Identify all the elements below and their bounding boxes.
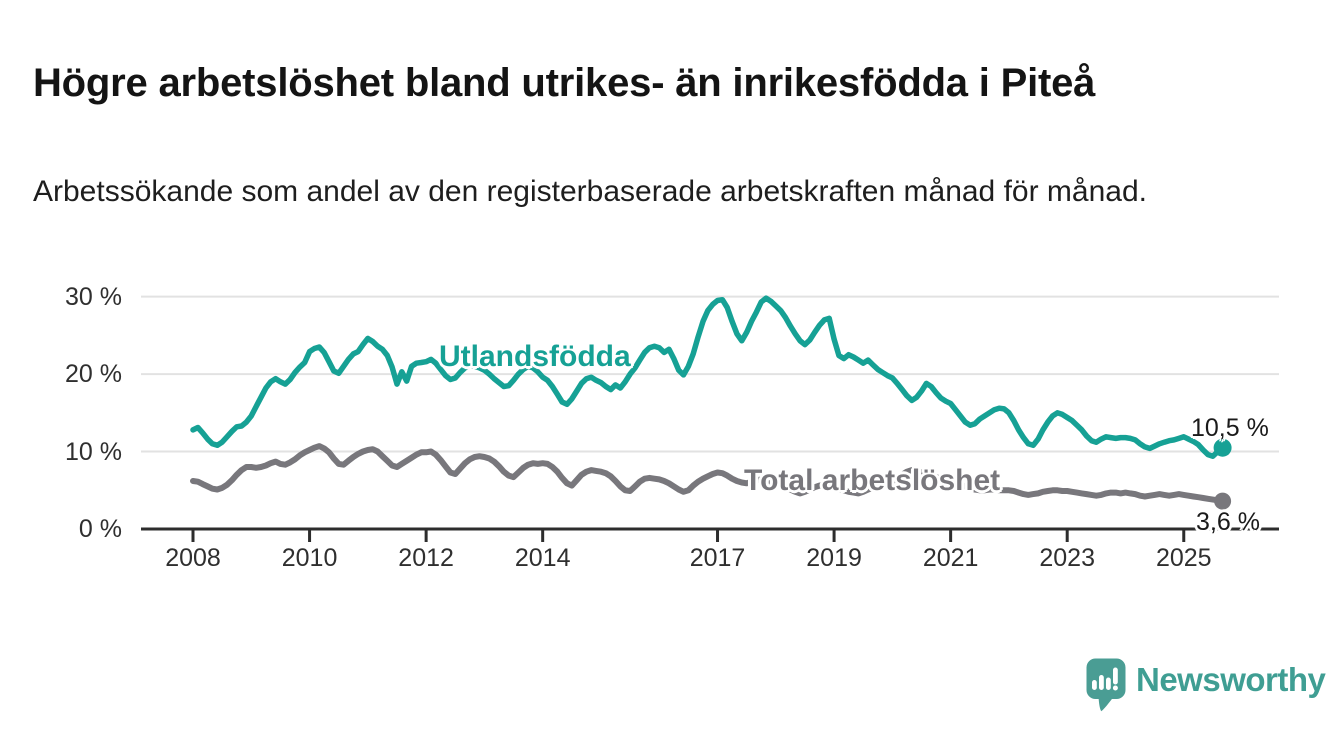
logo-bars — [1092, 675, 1111, 690]
x-axis-label-2014: 2014 — [514, 544, 571, 572]
x-axis-label-2017: 2017 — [689, 544, 746, 572]
logo-bubble-tail — [1098, 697, 1114, 712]
logo-bubble — [1086, 658, 1126, 699]
x-axis-label-2025: 2025 — [1155, 544, 1212, 572]
newsworthy-logo-icon — [1086, 658, 1126, 712]
y-axis-label-30: 30 % — [65, 282, 122, 311]
total-arbetsloshet-end-dot — [1214, 492, 1232, 510]
x-axis-label-2012: 2012 — [398, 544, 454, 572]
logo-exclamation — [1112, 667, 1118, 691]
utlandsfodda-end-dot — [1213, 438, 1232, 457]
x-axis-label-2023: 2023 — [1039, 544, 1095, 572]
x-axis-label-2010: 2010 — [281, 544, 338, 572]
end-value-label-utlandsfodda: 10,5 % — [1191, 414, 1269, 442]
y-axis-label-0: 0 % — [78, 515, 122, 543]
chart-title: Högre arbetslöshet bland utrikes- än inr… — [33, 60, 1096, 105]
total-arbetsloshet-line — [190, 443, 1226, 505]
brand-name: Newsworthy — [1136, 661, 1326, 698]
y-axis-label-20: 20 % — [65, 360, 122, 389]
end-value-label-total-arbetsloshet: 3,6 % — [1196, 508, 1260, 536]
utlandsfodda-line — [190, 295, 1226, 459]
y-axis-label-10: 10 % — [65, 437, 122, 466]
x-axis-label-2021: 2021 — [922, 544, 979, 572]
line-chart-canvas — [141, 295, 1279, 542]
x-axis-label-2019: 2019 — [806, 544, 862, 572]
series-label-utlandsfodda: Utlandsfödda — [439, 340, 631, 373]
x-axis-label-2008: 2008 — [165, 544, 221, 572]
series-label-total-arbetsloshet: Total arbetslöshet — [744, 464, 1001, 497]
chart-subtitle: Arbetssökande som andel av den registerb… — [33, 175, 1147, 208]
